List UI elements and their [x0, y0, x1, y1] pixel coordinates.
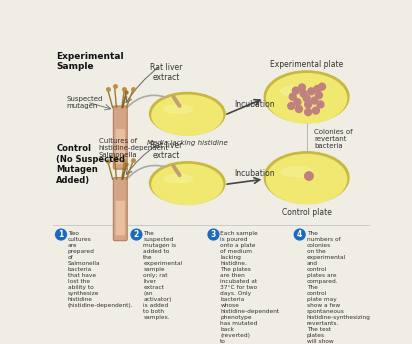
FancyBboxPatch shape [113, 106, 127, 169]
Text: Media lacking histidine: Media lacking histidine [147, 140, 228, 146]
Circle shape [305, 109, 311, 116]
Ellipse shape [267, 74, 346, 123]
Text: Colonies of
revertant
bacteria: Colonies of revertant bacteria [314, 129, 353, 149]
Text: Two
cultures
are
prepared
of
Salmonella
bacteria
that have
lost the
ability to
s: Two cultures are prepared of Salmonella … [68, 231, 133, 308]
Text: Experimental plate: Experimental plate [270, 60, 343, 69]
Circle shape [294, 99, 301, 106]
Circle shape [294, 229, 305, 240]
Ellipse shape [281, 167, 313, 177]
Text: Control plate: Control plate [282, 208, 332, 217]
Text: Experimental
Sample: Experimental Sample [56, 52, 124, 72]
Text: Control
(No Suspected
Mutagen
Added): Control (No Suspected Mutagen Added) [56, 144, 125, 185]
Text: Each sample
is poured
onto a plate
of medium
lacking
histidine.
The plates
are t: Each sample is poured onto a plate of me… [220, 231, 284, 344]
FancyBboxPatch shape [116, 129, 125, 164]
Ellipse shape [164, 105, 192, 113]
Circle shape [305, 101, 311, 108]
Ellipse shape [264, 71, 349, 122]
Text: Rat liver
extract: Rat liver extract [150, 141, 183, 160]
Text: 4: 4 [297, 230, 302, 239]
FancyBboxPatch shape [116, 201, 125, 235]
Text: 2: 2 [134, 230, 139, 239]
Text: The
suspected
mutagen is
added to
the
experimental
sample
only; rat
liver
extrac: The suspected mutagen is added to the ex… [143, 231, 183, 320]
Circle shape [308, 88, 315, 95]
Circle shape [299, 84, 305, 91]
Circle shape [131, 229, 142, 240]
Text: The
numbers of
colonies
on the
experimental
and
control
plates are
compared.
The: The numbers of colonies on the experimen… [307, 231, 370, 344]
Circle shape [293, 87, 299, 94]
Circle shape [312, 107, 319, 114]
Circle shape [316, 92, 323, 99]
Circle shape [288, 103, 295, 109]
Circle shape [56, 229, 66, 240]
Ellipse shape [152, 164, 223, 205]
Circle shape [317, 101, 324, 108]
Text: 3: 3 [211, 230, 216, 239]
Text: Cultures of
histidine-dependent
Salmonella: Cultures of histidine-dependent Salmonel… [99, 138, 169, 158]
Circle shape [318, 83, 325, 90]
Ellipse shape [264, 152, 349, 203]
Circle shape [314, 86, 321, 93]
Circle shape [300, 90, 307, 97]
Text: Incubation: Incubation [234, 100, 274, 109]
Circle shape [295, 106, 302, 112]
Circle shape [208, 229, 219, 240]
Ellipse shape [267, 154, 346, 204]
Ellipse shape [164, 174, 192, 183]
Circle shape [303, 95, 310, 102]
Ellipse shape [150, 93, 225, 135]
Text: 1: 1 [59, 230, 63, 239]
Text: Suspected
mutagen: Suspected mutagen [66, 96, 103, 109]
Ellipse shape [150, 162, 225, 204]
Text: Incubation: Incubation [234, 169, 274, 178]
Circle shape [305, 172, 313, 180]
Circle shape [289, 93, 296, 100]
Ellipse shape [152, 95, 223, 135]
Ellipse shape [281, 86, 313, 96]
Circle shape [311, 97, 318, 104]
Text: Rat liver
extract: Rat liver extract [150, 63, 183, 82]
FancyBboxPatch shape [113, 178, 127, 241]
